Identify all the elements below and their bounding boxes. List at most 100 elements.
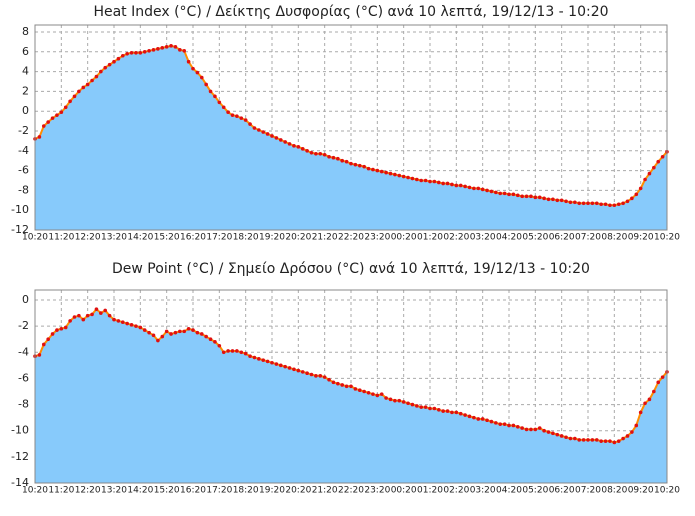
- y-tick-label: 8: [22, 25, 29, 38]
- marker: [410, 402, 415, 407]
- x-tick-label: 19:20: [259, 233, 285, 243]
- marker: [388, 171, 393, 176]
- marker: [41, 124, 46, 128]
- marker: [419, 178, 424, 183]
- marker: [450, 410, 454, 415]
- marker: [327, 154, 331, 159]
- marker: [379, 392, 384, 396]
- marker: [116, 56, 121, 61]
- marker: [125, 321, 129, 326]
- marker: [239, 350, 244, 355]
- marker: [283, 140, 287, 144]
- marker: [94, 307, 99, 311]
- x-tick-label: 04:20: [496, 233, 522, 243]
- marker: [612, 440, 617, 445]
- x-tick-label: 17:20: [206, 486, 232, 496]
- y-tick-label: -8: [18, 398, 29, 411]
- marker: [621, 201, 625, 206]
- marker: [533, 195, 538, 200]
- marker: [362, 389, 366, 394]
- x-tick-label: 14:20: [127, 486, 153, 496]
- marker: [463, 413, 467, 417]
- marker: [322, 375, 327, 379]
- marker: [125, 51, 129, 56]
- marker: [287, 366, 292, 370]
- marker: [151, 333, 156, 338]
- marker: [239, 116, 244, 120]
- marker: [467, 185, 472, 190]
- marker: [72, 94, 77, 99]
- marker: [134, 50, 138, 55]
- marker: [261, 358, 266, 362]
- marker: [230, 113, 235, 117]
- marker: [160, 46, 165, 50]
- marker: [151, 48, 156, 52]
- marker: [634, 423, 639, 428]
- marker: [274, 136, 279, 140]
- marker: [441, 181, 445, 186]
- marker: [485, 188, 489, 193]
- marker: [182, 49, 187, 53]
- marker: [564, 199, 568, 204]
- marker: [99, 69, 103, 74]
- marker: [520, 426, 524, 430]
- marker: [542, 196, 546, 201]
- marker: [252, 355, 257, 360]
- chart-title: Dew Point (°C) / Σημείο Δρόσου (°C) ανά …: [112, 261, 590, 277]
- marker: [147, 330, 151, 335]
- x-tick-label: 20:20: [285, 233, 311, 243]
- x-tick-label: 03:20: [470, 233, 496, 243]
- marker: [643, 177, 647, 182]
- marker: [204, 334, 208, 339]
- marker: [581, 438, 586, 442]
- marker: [537, 195, 542, 200]
- marker: [616, 439, 621, 443]
- marker: [634, 192, 639, 197]
- marker: [423, 405, 428, 409]
- marker: [353, 387, 358, 391]
- y-tick-label: -12: [11, 223, 29, 236]
- marker: [428, 406, 432, 411]
- marker: [274, 362, 279, 366]
- marker: [292, 144, 296, 148]
- marker: [647, 171, 652, 176]
- marker: [178, 48, 182, 52]
- marker: [625, 199, 630, 204]
- marker: [186, 326, 191, 331]
- marker: [577, 201, 582, 206]
- marker: [507, 423, 511, 428]
- marker: [419, 405, 424, 409]
- marker: [318, 151, 323, 156]
- marker: [270, 134, 274, 138]
- marker: [467, 414, 472, 419]
- x-tick-label: 10:20: [654, 486, 680, 496]
- marker: [397, 398, 402, 403]
- marker: [142, 50, 147, 54]
- marker: [112, 59, 116, 64]
- marker: [542, 428, 546, 433]
- marker: [195, 330, 200, 335]
- marker: [480, 417, 485, 421]
- marker: [590, 201, 595, 206]
- marker: [336, 381, 340, 386]
- marker: [480, 187, 485, 192]
- marker: [213, 340, 217, 344]
- x-tick-label: 04:20: [496, 486, 522, 496]
- marker: [322, 152, 327, 157]
- marker: [445, 409, 450, 413]
- marker: [577, 438, 582, 442]
- marker: [230, 349, 235, 353]
- marker: [511, 423, 516, 428]
- marker: [406, 175, 410, 180]
- x-tick-label: 08:20: [601, 233, 627, 243]
- marker: [621, 436, 625, 441]
- marker: [450, 182, 454, 187]
- marker: [630, 196, 634, 201]
- marker: [103, 308, 108, 313]
- chart-title: Heat Index (°C) / Δείκτης Δυσφορίας (°C)…: [93, 4, 608, 20]
- marker: [68, 319, 72, 323]
- marker: [454, 183, 459, 188]
- x-tick-label: 18:20: [233, 233, 259, 243]
- marker: [340, 383, 345, 387]
